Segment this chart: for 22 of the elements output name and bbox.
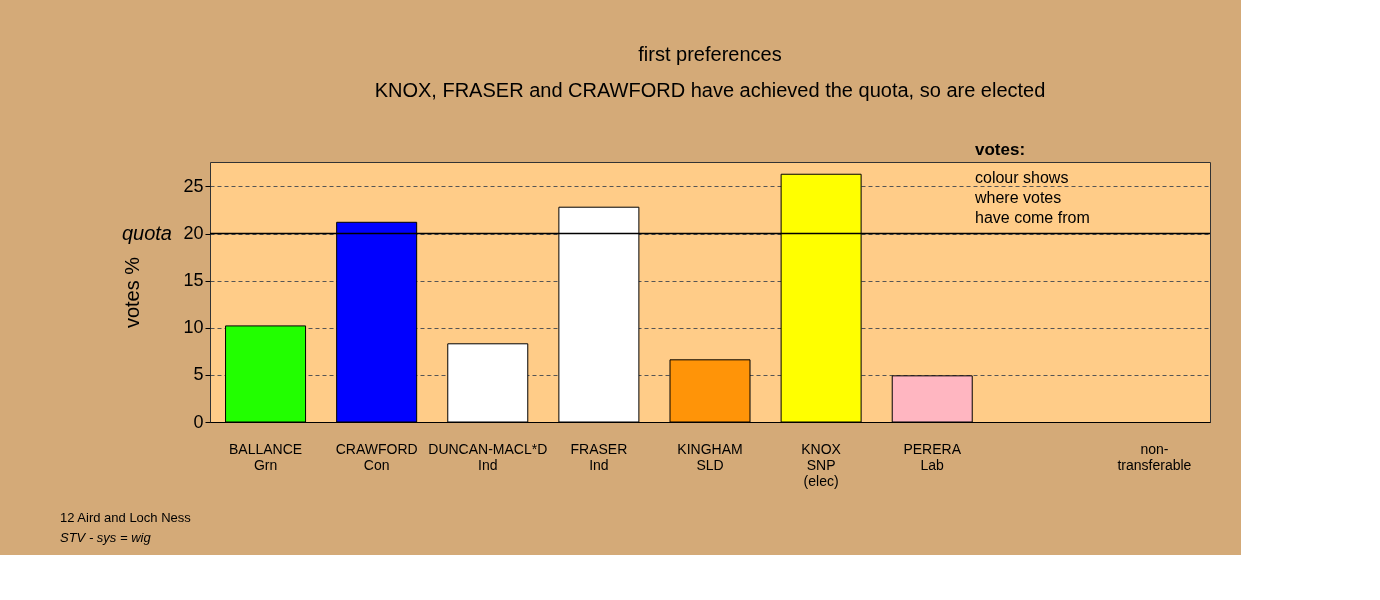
- x-tick-label: DUNCAN-MACL*D Ind: [428, 440, 548, 473]
- x-tick-label: KNOX SNP (elec): [801, 440, 842, 489]
- chart-subtitle: KNOX, FRASER and CRAWFORD have achieved the quota, so are elected: [374, 79, 1046, 101]
- y-axis-title: votes %: [121, 256, 144, 329]
- annotation: colour shows where votes have come from: [974, 169, 1090, 226]
- ref-line-label: quota: [121, 221, 172, 244]
- y-tick-label: 5: [193, 364, 204, 385]
- y-tick-label: 10: [183, 317, 204, 338]
- chart-title: first preferences: [638, 43, 782, 65]
- y-tick-label: 25: [183, 175, 204, 196]
- x-tick-label: BALLANCE Grn: [228, 440, 303, 473]
- x-tick-label: CRAWFORD Con: [335, 440, 418, 473]
- text: 12 Aird and Loch Ness: [60, 510, 192, 525]
- y-tick-label: 0: [193, 411, 204, 432]
- y-tick-label: 15: [183, 270, 204, 291]
- x-tick-label: non- transferable: [1117, 440, 1192, 473]
- x-tick-label: KINGHAM SLD: [677, 440, 743, 473]
- y-tick-label: 20: [183, 223, 204, 244]
- x-tick-label: PERERA Lab: [903, 440, 962, 473]
- text: STV - sys = wig: [60, 530, 152, 545]
- text: votes:: [975, 140, 1026, 159]
- x-tick-label: FRASER Ind: [570, 440, 628, 473]
